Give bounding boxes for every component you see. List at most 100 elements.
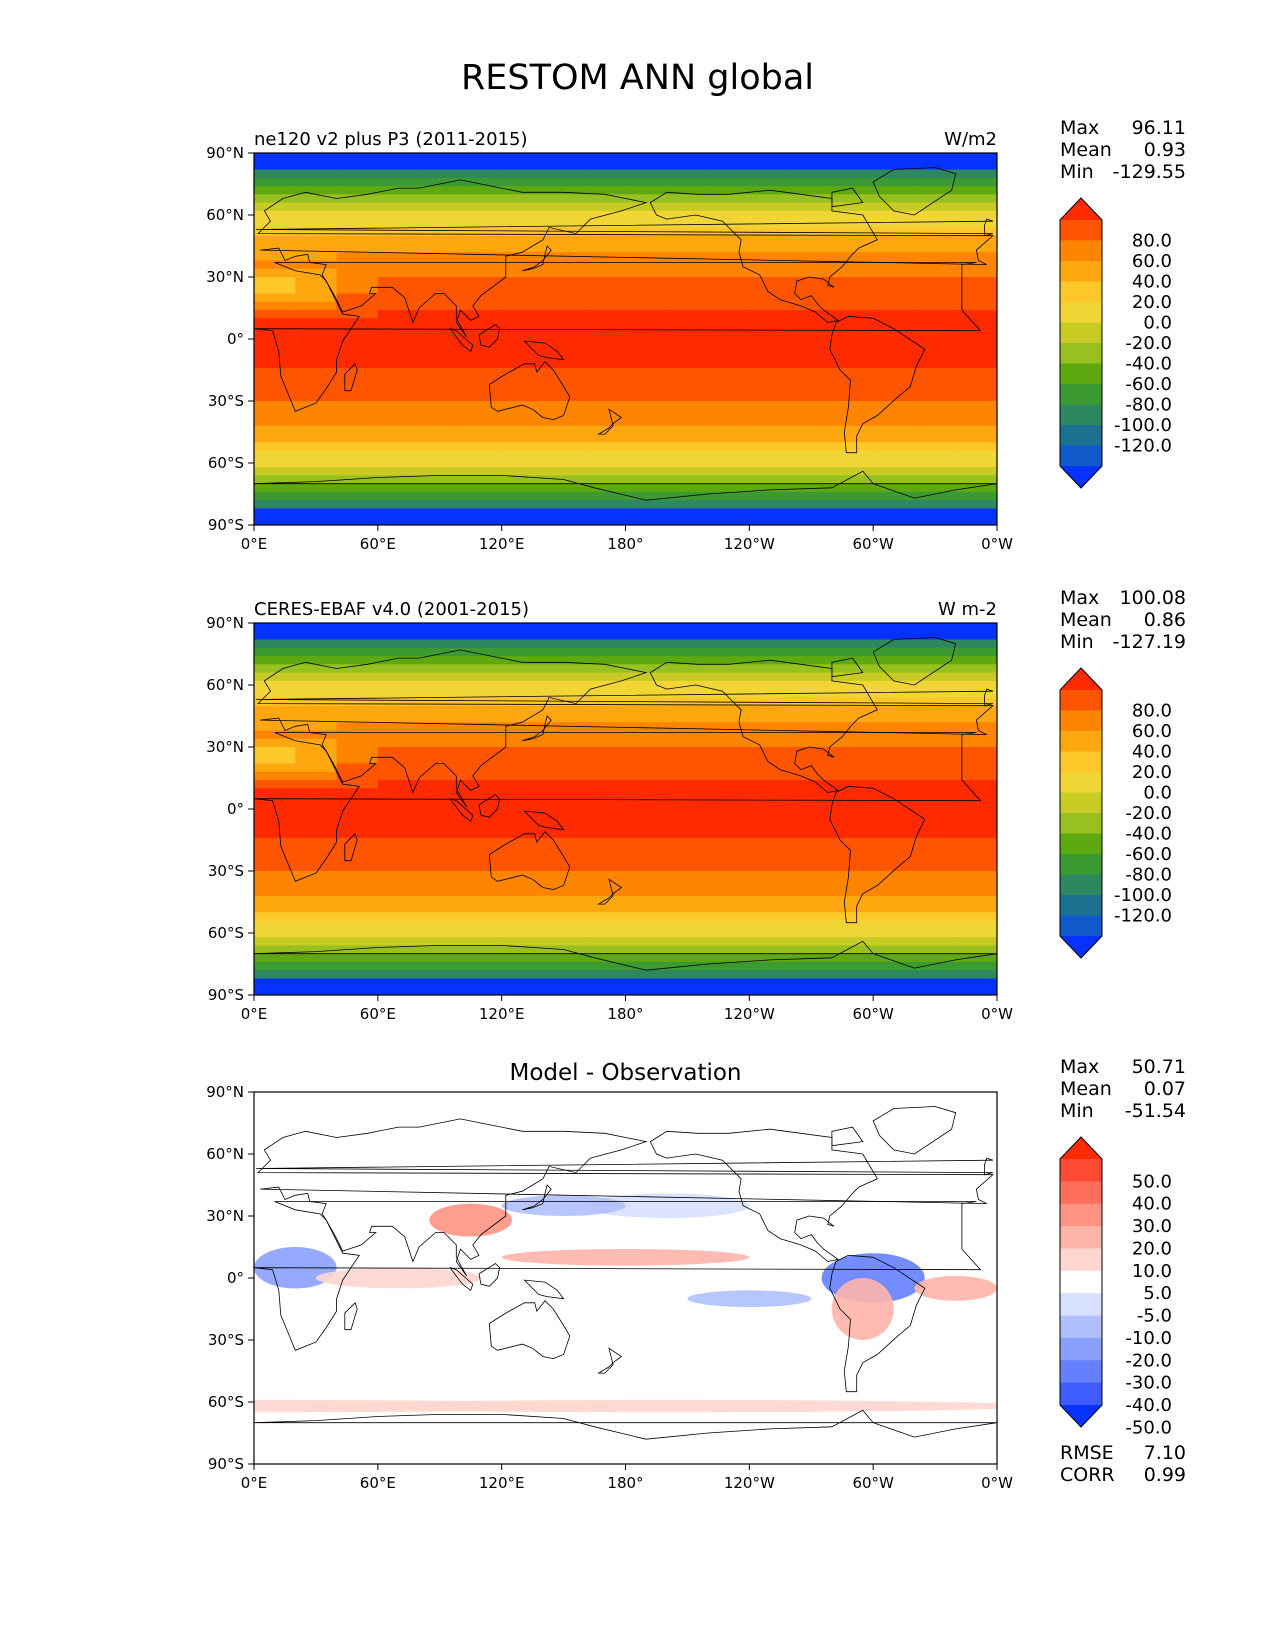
colorbar-tick-label: -80.0 <box>1125 395 1172 416</box>
coastline-madagascar <box>344 833 358 862</box>
colorbar-segment <box>1060 874 1102 896</box>
colorbar-diff: 50.040.030.020.010.05.0-5.0-10.0-20.0-30… <box>1059 1136 1172 1438</box>
colorbar-segment <box>1060 425 1102 446</box>
coastline-southamerica <box>829 315 926 454</box>
colorbar-tick-label: -80.0 <box>1125 865 1172 886</box>
colorbar-tick-label: -20.0 <box>1125 803 1172 824</box>
colorbar-segment <box>1060 220 1102 241</box>
figure-title: RESTOM ANN global <box>460 58 815 98</box>
lon-tick-label: 0°E <box>241 1005 268 1023</box>
colorbar-tick-label: 40.0 <box>1132 742 1172 763</box>
coastline-sumatra <box>449 797 474 823</box>
coastline-uk <box>256 1157 994 1176</box>
colorbar-tick-label: 5.0 <box>1143 1283 1172 1304</box>
lon-tick-label: 60°E <box>360 1005 396 1023</box>
colorbar-tick-label: -100.0 <box>1114 415 1172 436</box>
coastline-australia <box>488 1300 571 1360</box>
coastline-borneo <box>478 323 501 348</box>
coastline-antarctica <box>254 470 997 501</box>
lat-tick-label: 60°S <box>208 454 244 472</box>
colorbar-tick-label: -10.0 <box>1125 1328 1172 1349</box>
colorbar-segment <box>1060 772 1102 793</box>
lat-tick-label: 30°N <box>206 1207 244 1225</box>
coastline-nz <box>597 878 623 905</box>
lat-tick-label: 60°S <box>208 924 244 942</box>
coastline-africa <box>254 1201 982 1351</box>
lon-tick-label: 0°W <box>981 1005 1013 1023</box>
coastline-madagascar <box>344 363 358 392</box>
colorbar-tick-label: 20.0 <box>1132 762 1172 783</box>
coastline-greenland <box>872 637 957 686</box>
colorbar-tick-label: -20.0 <box>1125 333 1172 354</box>
coastline-newguinea <box>523 340 565 361</box>
lat-tick-label: 30°S <box>208 862 244 880</box>
lon-tick-label: 60°E <box>360 1474 396 1492</box>
lat-tick-label: 60°N <box>206 676 244 694</box>
colorbar-tick-label: 80.0 <box>1132 701 1172 722</box>
lat-tick-label: 60°N <box>206 206 244 224</box>
map-panel-diff: 0°E 60°E 120°E 180° 120°W 60°W 0°W 90°N 60°N 30°N… <box>206 1060 1172 1492</box>
colorbar-tick-label: -50.0 <box>1125 1417 1172 1438</box>
colorbar-tick-label: 50.0 <box>1132 1171 1172 1192</box>
colorbar-tick-label: -100.0 <box>1114 885 1172 906</box>
lon-tick-label: 0°E <box>241 535 268 553</box>
field-diff <box>254 1092 997 1464</box>
colorbar-tick-label: 0.0 <box>1143 313 1172 334</box>
colorbar-segment <box>1060 792 1102 814</box>
lon-tick-label: 120°W <box>724 1474 775 1492</box>
coastline-greenland <box>872 1106 957 1155</box>
coastline-uk <box>256 218 994 237</box>
coastline-greenland <box>872 167 957 216</box>
colorbar-tick-label: 10.0 <box>1132 1261 1172 1282</box>
coastline-australia <box>488 361 571 421</box>
panel-units: W m-2 <box>938 599 997 620</box>
coastline-japan <box>522 715 552 742</box>
colorbar-extend-min <box>1060 1405 1102 1427</box>
colorbar-segment <box>1060 690 1102 711</box>
colorbar-segment <box>1060 1382 1102 1406</box>
colorbar-tick-label: 0.0 <box>1143 783 1172 804</box>
coastline-japan <box>522 1184 552 1211</box>
colorbar-segment <box>1060 404 1102 426</box>
panel-title: CERES-EBAF v4.0 (2001-2015) <box>254 599 529 620</box>
lat-tick-label: 30°N <box>206 738 244 756</box>
colorbar-extend-min <box>1060 936 1102 958</box>
coastline-newguinea <box>523 1279 565 1300</box>
colorbar-segment <box>1060 302 1102 323</box>
lon-tick-label: 60°W <box>852 535 894 553</box>
colorbar-model: 80.060.040.020.00.0-20.0-40.0-60.0-80.0-… <box>1059 197 1172 489</box>
lon-tick-label: 120°E <box>479 1005 525 1023</box>
lon-tick-label: 120°E <box>479 535 525 553</box>
colorbar-obs: 80.060.040.020.00.0-20.0-40.0-60.0-80.0-… <box>1059 667 1172 959</box>
panel-units: W/m2 <box>944 129 997 150</box>
lon-tick-label: 60°W <box>852 1005 894 1023</box>
lat-tick-label: 0° <box>227 330 244 348</box>
colorbar-segment <box>1060 445 1102 467</box>
coastline-nz <box>597 1347 623 1374</box>
colorbar-tick-label: 40.0 <box>1132 272 1172 293</box>
colorbar-segment <box>1060 813 1102 834</box>
coastline-antarctica <box>254 940 997 971</box>
coastline-nz <box>597 408 623 435</box>
coastline-eurasia <box>257 1118 994 1277</box>
colorbar-tick-label: 60.0 <box>1132 251 1172 272</box>
colorbar-tick-label: -120.0 <box>1114 906 1172 927</box>
colorbar-tick-label: -40.0 <box>1125 824 1172 845</box>
colorbar-segment <box>1060 1270 1102 1294</box>
panel-title: Model - Observation <box>509 1060 741 1086</box>
colorbar-tick-label: -30.0 <box>1125 1373 1172 1394</box>
lon-tick-label: 120°W <box>724 535 775 553</box>
lat-tick-label: 90°S <box>208 516 244 534</box>
colorbar-segment <box>1060 322 1102 344</box>
colorbar-segment <box>1060 710 1102 732</box>
colorbar-extend-max <box>1060 668 1102 690</box>
colorbar-segment <box>1060 915 1102 937</box>
colorbar-segment <box>1060 1226 1102 1249</box>
map-panel-model: 0°E 60°E 120°E 180° 120°W 60°W 0°W 90°N 60°N 30°N… <box>206 129 1172 553</box>
lon-tick-label: 180° <box>607 1474 643 1492</box>
lon-tick-label: 0°W <box>981 535 1013 553</box>
colorbar-tick-label: -120.0 <box>1114 436 1172 457</box>
colorbar-extend-min <box>1060 466 1102 488</box>
colorbar-tick-label: -5.0 <box>1137 1306 1172 1327</box>
